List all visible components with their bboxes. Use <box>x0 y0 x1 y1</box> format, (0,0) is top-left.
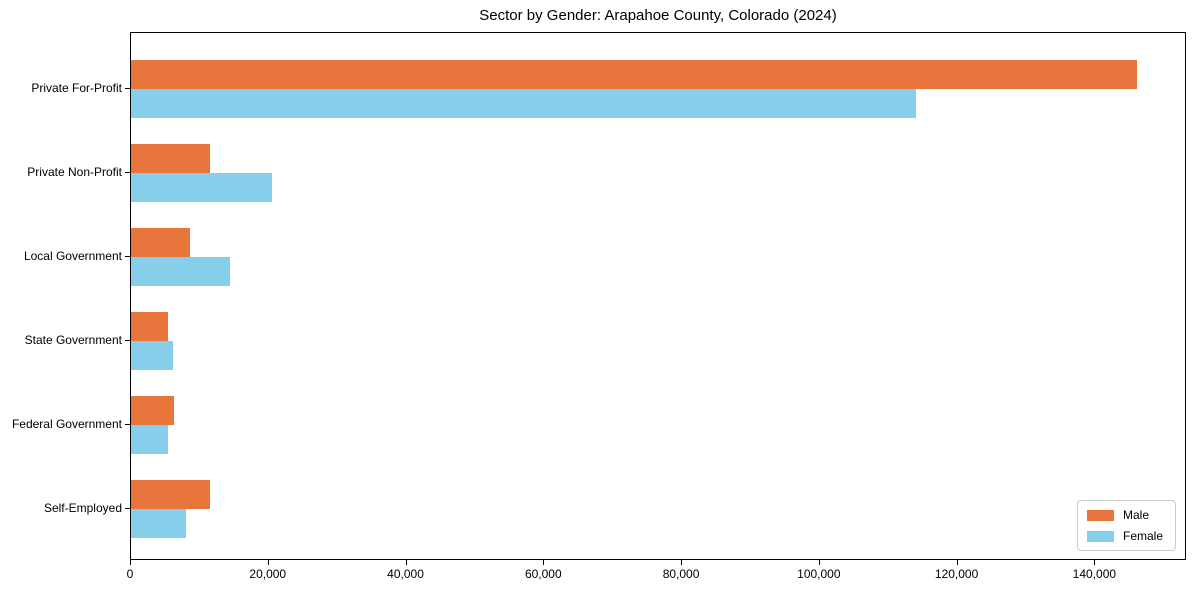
x-tick-label: 20,000 <box>249 567 287 581</box>
legend-swatch-female <box>1086 530 1114 542</box>
legend-swatch-male <box>1086 509 1114 521</box>
bar-male-2 <box>131 228 191 257</box>
y-tick-mark <box>125 172 130 173</box>
bar-male-4 <box>131 396 175 425</box>
legend-entry-male: Male <box>1086 508 1163 522</box>
x-tick-mark <box>130 560 131 565</box>
bar-female-3 <box>131 341 174 370</box>
legend-entry-female: Female <box>1086 529 1163 543</box>
x-tick-label: 40,000 <box>387 567 424 581</box>
y-tick-mark <box>125 508 130 509</box>
y-tick-mark <box>125 424 130 425</box>
y-tick-mark <box>125 256 130 257</box>
y-tick-mark <box>125 340 130 341</box>
x-tick-label: 0 <box>126 567 134 581</box>
y-tick-label: State Government <box>24 333 122 347</box>
x-tick-mark <box>267 560 269 565</box>
y-tick-label: Local Government <box>23 249 122 263</box>
bar-female-2 <box>131 257 230 286</box>
x-tick-mark <box>543 560 545 565</box>
x-tick-label: 60,000 <box>524 567 562 581</box>
legend-label-female: Female <box>1122 529 1163 543</box>
y-tick-label: Self-Employed <box>43 501 122 515</box>
plot-area: Male Female <box>130 32 1186 560</box>
y-tick-label: Private Non-Profit <box>27 165 122 179</box>
bar-male-5 <box>131 480 210 509</box>
bar-male-0 <box>131 60 1137 89</box>
bar-female-4 <box>131 425 168 454</box>
x-tick-label: 120,000 <box>934 567 979 581</box>
x-tick-mark <box>681 560 683 565</box>
y-tick-label: Federal Government <box>11 417 122 431</box>
x-tick-label: 140,000 <box>1072 567 1117 581</box>
bar-male-1 <box>131 144 210 173</box>
x-tick-mark <box>818 560 820 565</box>
bar-female-0 <box>131 89 917 118</box>
legend-label-male: Male <box>1122 508 1149 522</box>
x-tick-label: 100,000 <box>797 567 841 581</box>
legend: Male Female <box>1076 500 1176 551</box>
bar-female-1 <box>131 173 273 202</box>
x-tick-mark <box>1094 560 1096 565</box>
bar-male-3 <box>131 312 168 341</box>
x-tick-label: 80,000 <box>662 567 700 581</box>
chart-title: Sector by Gender: Arapahoe County, Color… <box>479 7 837 24</box>
y-tick-label: Private For-Profit <box>31 81 122 95</box>
y-tick-mark <box>125 88 130 89</box>
x-tick-mark <box>405 560 407 565</box>
bar-female-5 <box>131 509 187 538</box>
x-tick-mark <box>956 560 958 565</box>
